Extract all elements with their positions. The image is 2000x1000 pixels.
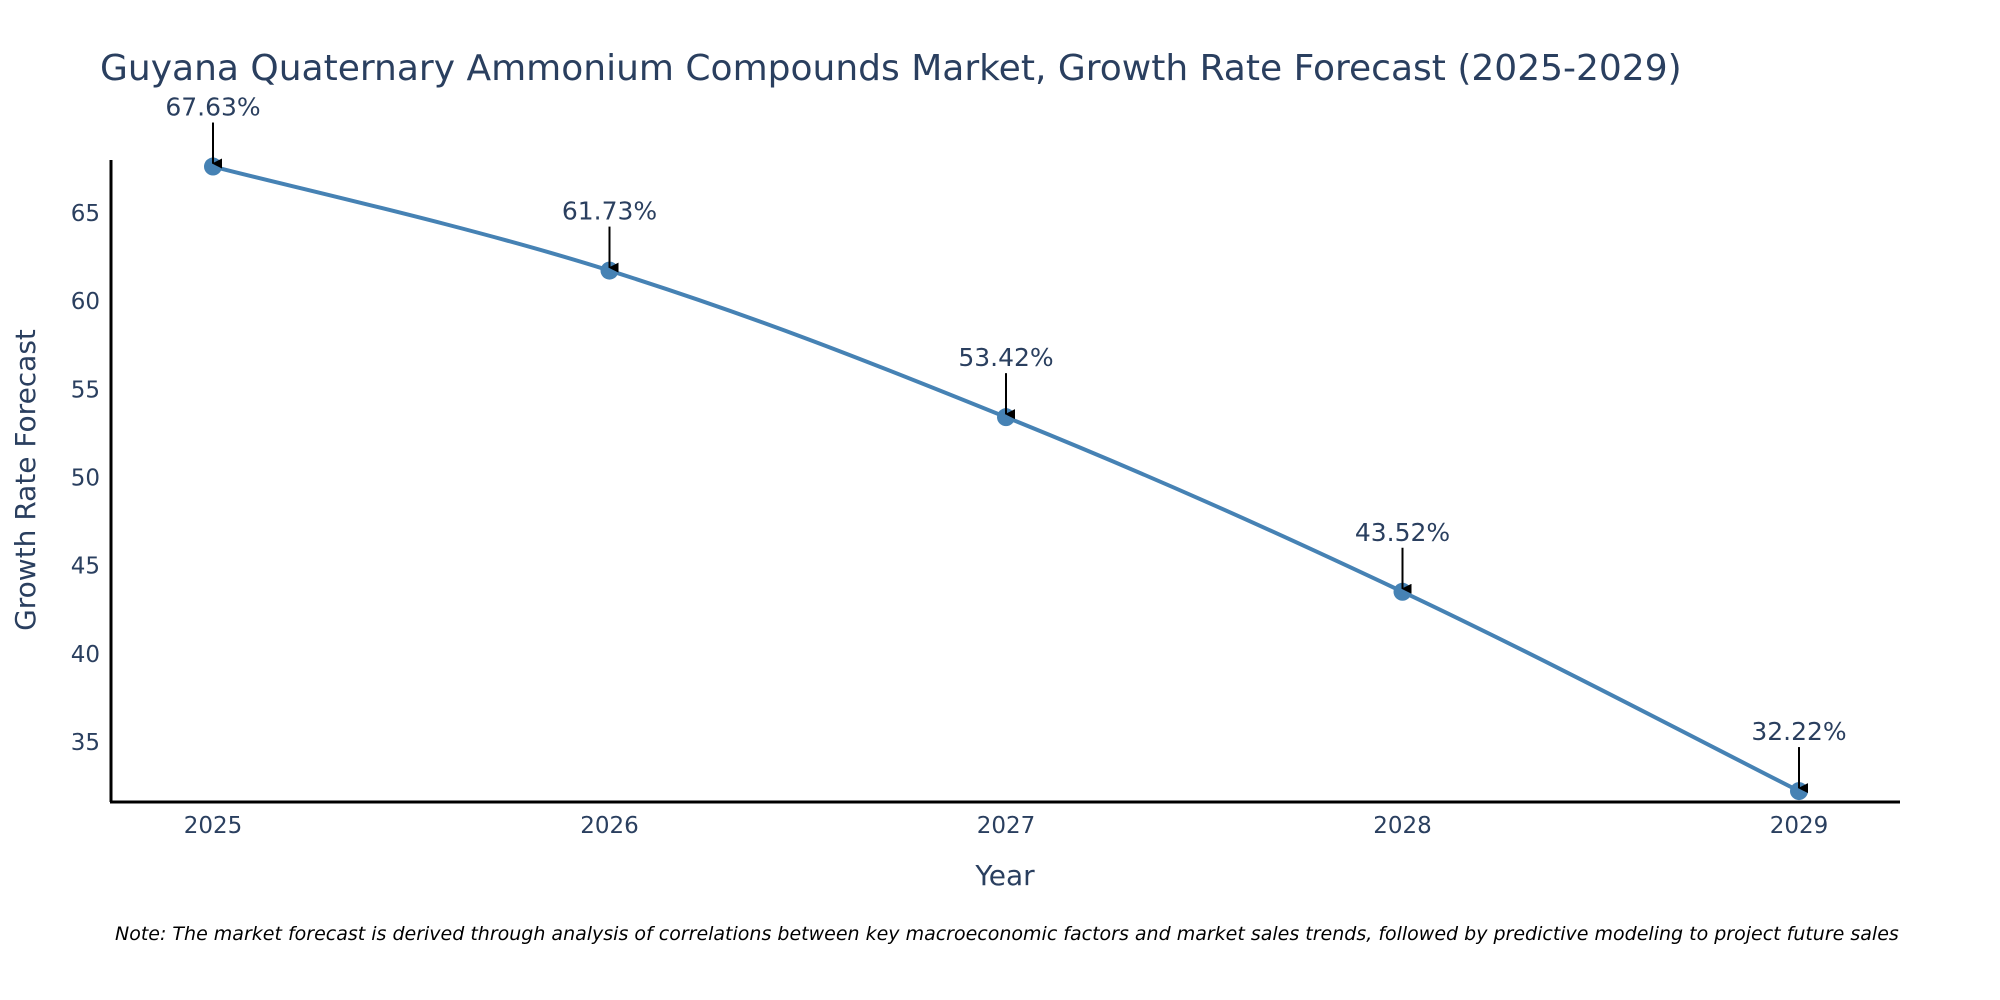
footnote: Note: The market forecast is derived thr…	[115, 923, 1899, 945]
y-tick-label: 50	[71, 465, 100, 491]
x-tick-label: 2029	[1770, 813, 1829, 839]
y-tick-label: 55	[71, 377, 100, 403]
y-axis-title: Growth Rate Forecast	[9, 329, 42, 631]
data-label: 61.73%	[562, 197, 657, 226]
data-label: 43.52%	[1355, 518, 1450, 547]
chart-title: Guyana Quaternary Ammonium Compounds Mar…	[100, 48, 1682, 89]
x-tick-label: 2025	[184, 813, 243, 839]
y-tick-label: 60	[71, 289, 100, 315]
y-tick-label: 35	[71, 730, 100, 756]
x-tick-label: 2026	[580, 813, 639, 839]
y-axis-ticks: 35 40 45 50 55 60 65	[71, 201, 100, 756]
data-annotations: 67.63% 61.73% 53.42% 43.52% 32.22%	[165, 93, 1847, 794]
data-label: 67.63%	[165, 93, 260, 122]
x-tick-label: 2027	[977, 813, 1036, 839]
series-line	[212, 164, 1800, 793]
data-label: 32.22%	[1751, 717, 1846, 746]
data-label: 53.42%	[958, 343, 1053, 372]
y-tick-label: 40	[71, 642, 100, 668]
x-axis-title: Year	[974, 859, 1035, 892]
x-tick-label: 2028	[1373, 813, 1432, 839]
series-markers	[204, 157, 1808, 801]
y-tick-label: 45	[71, 554, 100, 580]
x-axis-ticks: 2025 2026 2027 2028 2029	[184, 813, 1829, 839]
y-tick-label: 65	[71, 201, 100, 227]
